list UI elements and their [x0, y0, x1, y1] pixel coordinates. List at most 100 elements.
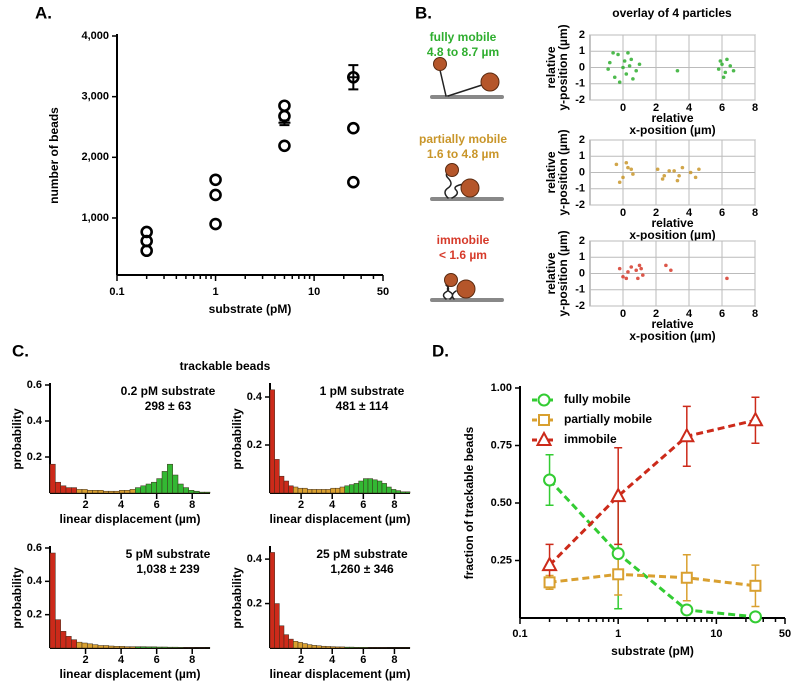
- bar: [353, 647, 359, 649]
- legend-label: fully mobile: [564, 392, 631, 406]
- bar: [65, 487, 72, 494]
- point: [723, 70, 728, 75]
- x-tick-label: 0.1: [512, 628, 527, 640]
- y-axis-label: y-position (µm): [556, 24, 570, 110]
- point: [621, 274, 625, 279]
- y-tick-label: -2: [575, 300, 585, 312]
- bar: [316, 489, 322, 494]
- bar: [288, 485, 294, 494]
- x-axis-label: relative: [651, 216, 693, 230]
- point: [641, 273, 645, 277]
- x-axis-label: substrate (pM): [611, 644, 694, 658]
- x-axis-label: x-position (µm): [629, 228, 715, 242]
- x-tick-label: 10: [710, 628, 722, 640]
- bar: [65, 636, 72, 649]
- bar: [330, 646, 336, 649]
- x-tick-label: 10: [308, 286, 320, 298]
- bar: [339, 646, 345, 649]
- bar: [193, 490, 200, 494]
- x-axis-label: substrate (pM): [209, 302, 292, 316]
- point: [347, 121, 360, 135]
- annotation: partially mobile: [419, 132, 507, 146]
- bar: [339, 486, 345, 494]
- point: [617, 180, 622, 185]
- tether: [447, 84, 483, 97]
- x-tick-label: 4: [118, 499, 125, 511]
- point: [621, 175, 625, 180]
- point: [697, 167, 701, 172]
- marker: [610, 487, 627, 503]
- point: [622, 59, 627, 63]
- point: [612, 75, 617, 80]
- bar: [129, 489, 136, 494]
- y-tick-label: 4,000: [81, 30, 109, 42]
- point: [728, 64, 733, 68]
- series-line: [548, 478, 756, 619]
- point: [639, 266, 643, 271]
- x-tick-label: 8: [752, 207, 758, 219]
- bar: [140, 485, 147, 494]
- bar: [113, 490, 120, 494]
- bar: [76, 641, 83, 649]
- bar: [161, 471, 168, 494]
- bar: [344, 485, 350, 494]
- y-tick-label: 0: [579, 166, 585, 178]
- annotation: < 1.6 µm: [439, 248, 487, 262]
- bar: [395, 490, 401, 494]
- point: [637, 263, 642, 268]
- y-axis-label: probability: [230, 567, 244, 629]
- bar: [297, 487, 303, 494]
- y-axis-label: y-position (µm): [556, 129, 570, 215]
- x-tick-label: 0: [620, 308, 626, 320]
- point: [627, 64, 632, 68]
- bar: [330, 487, 336, 494]
- y-tick-label: -1: [575, 78, 585, 90]
- bar: [49, 552, 56, 649]
- point: [608, 60, 612, 65]
- y-tick-label: 0.25: [491, 554, 512, 566]
- annotation: 298 ± 63: [145, 399, 192, 413]
- bar: [372, 479, 378, 494]
- marker: [611, 547, 625, 561]
- bead: [460, 178, 480, 198]
- x-axis-label: x-position (µm): [629, 329, 715, 343]
- bar: [92, 490, 99, 494]
- marker: [678, 427, 695, 443]
- bar: [81, 642, 88, 649]
- tether: [439, 69, 447, 97]
- panel-label: C.: [12, 341, 29, 360]
- x-tick-label: 2: [653, 207, 659, 219]
- x-axis-label: linear displacement (µm): [60, 667, 201, 681]
- y-tick-label: 2: [579, 29, 585, 41]
- point: [720, 62, 724, 67]
- x-tick-label: 50: [377, 286, 389, 298]
- bar: [363, 478, 369, 494]
- y-tick-label: 0.2: [27, 609, 42, 621]
- point: [617, 80, 622, 84]
- bar: [183, 487, 189, 494]
- bar: [113, 646, 120, 649]
- y-tick-label: 0.75: [491, 439, 512, 451]
- x-tick-label: 0: [620, 207, 626, 219]
- bar: [81, 489, 88, 494]
- bar: [156, 478, 163, 494]
- x-tick-label: 2: [298, 654, 304, 666]
- bar: [288, 638, 294, 649]
- bead: [445, 163, 459, 177]
- x-tick-label: 1: [212, 286, 218, 298]
- x-axis-label: relative: [651, 111, 693, 125]
- x-tick-label: 6: [719, 207, 725, 219]
- tether: [442, 284, 457, 300]
- y-axis-label: number of beads: [47, 107, 61, 204]
- x-axis-label: linear displacement (µm): [270, 512, 411, 526]
- y-tick-label: -1: [575, 183, 585, 195]
- point: [347, 175, 360, 189]
- bar: [335, 487, 341, 494]
- point: [624, 160, 629, 165]
- point: [664, 263, 668, 268]
- cartoon-immobile: [430, 273, 504, 302]
- marker: [535, 430, 553, 446]
- bar: [400, 491, 406, 494]
- panel-label: B.: [415, 3, 432, 22]
- point: [611, 51, 615, 55]
